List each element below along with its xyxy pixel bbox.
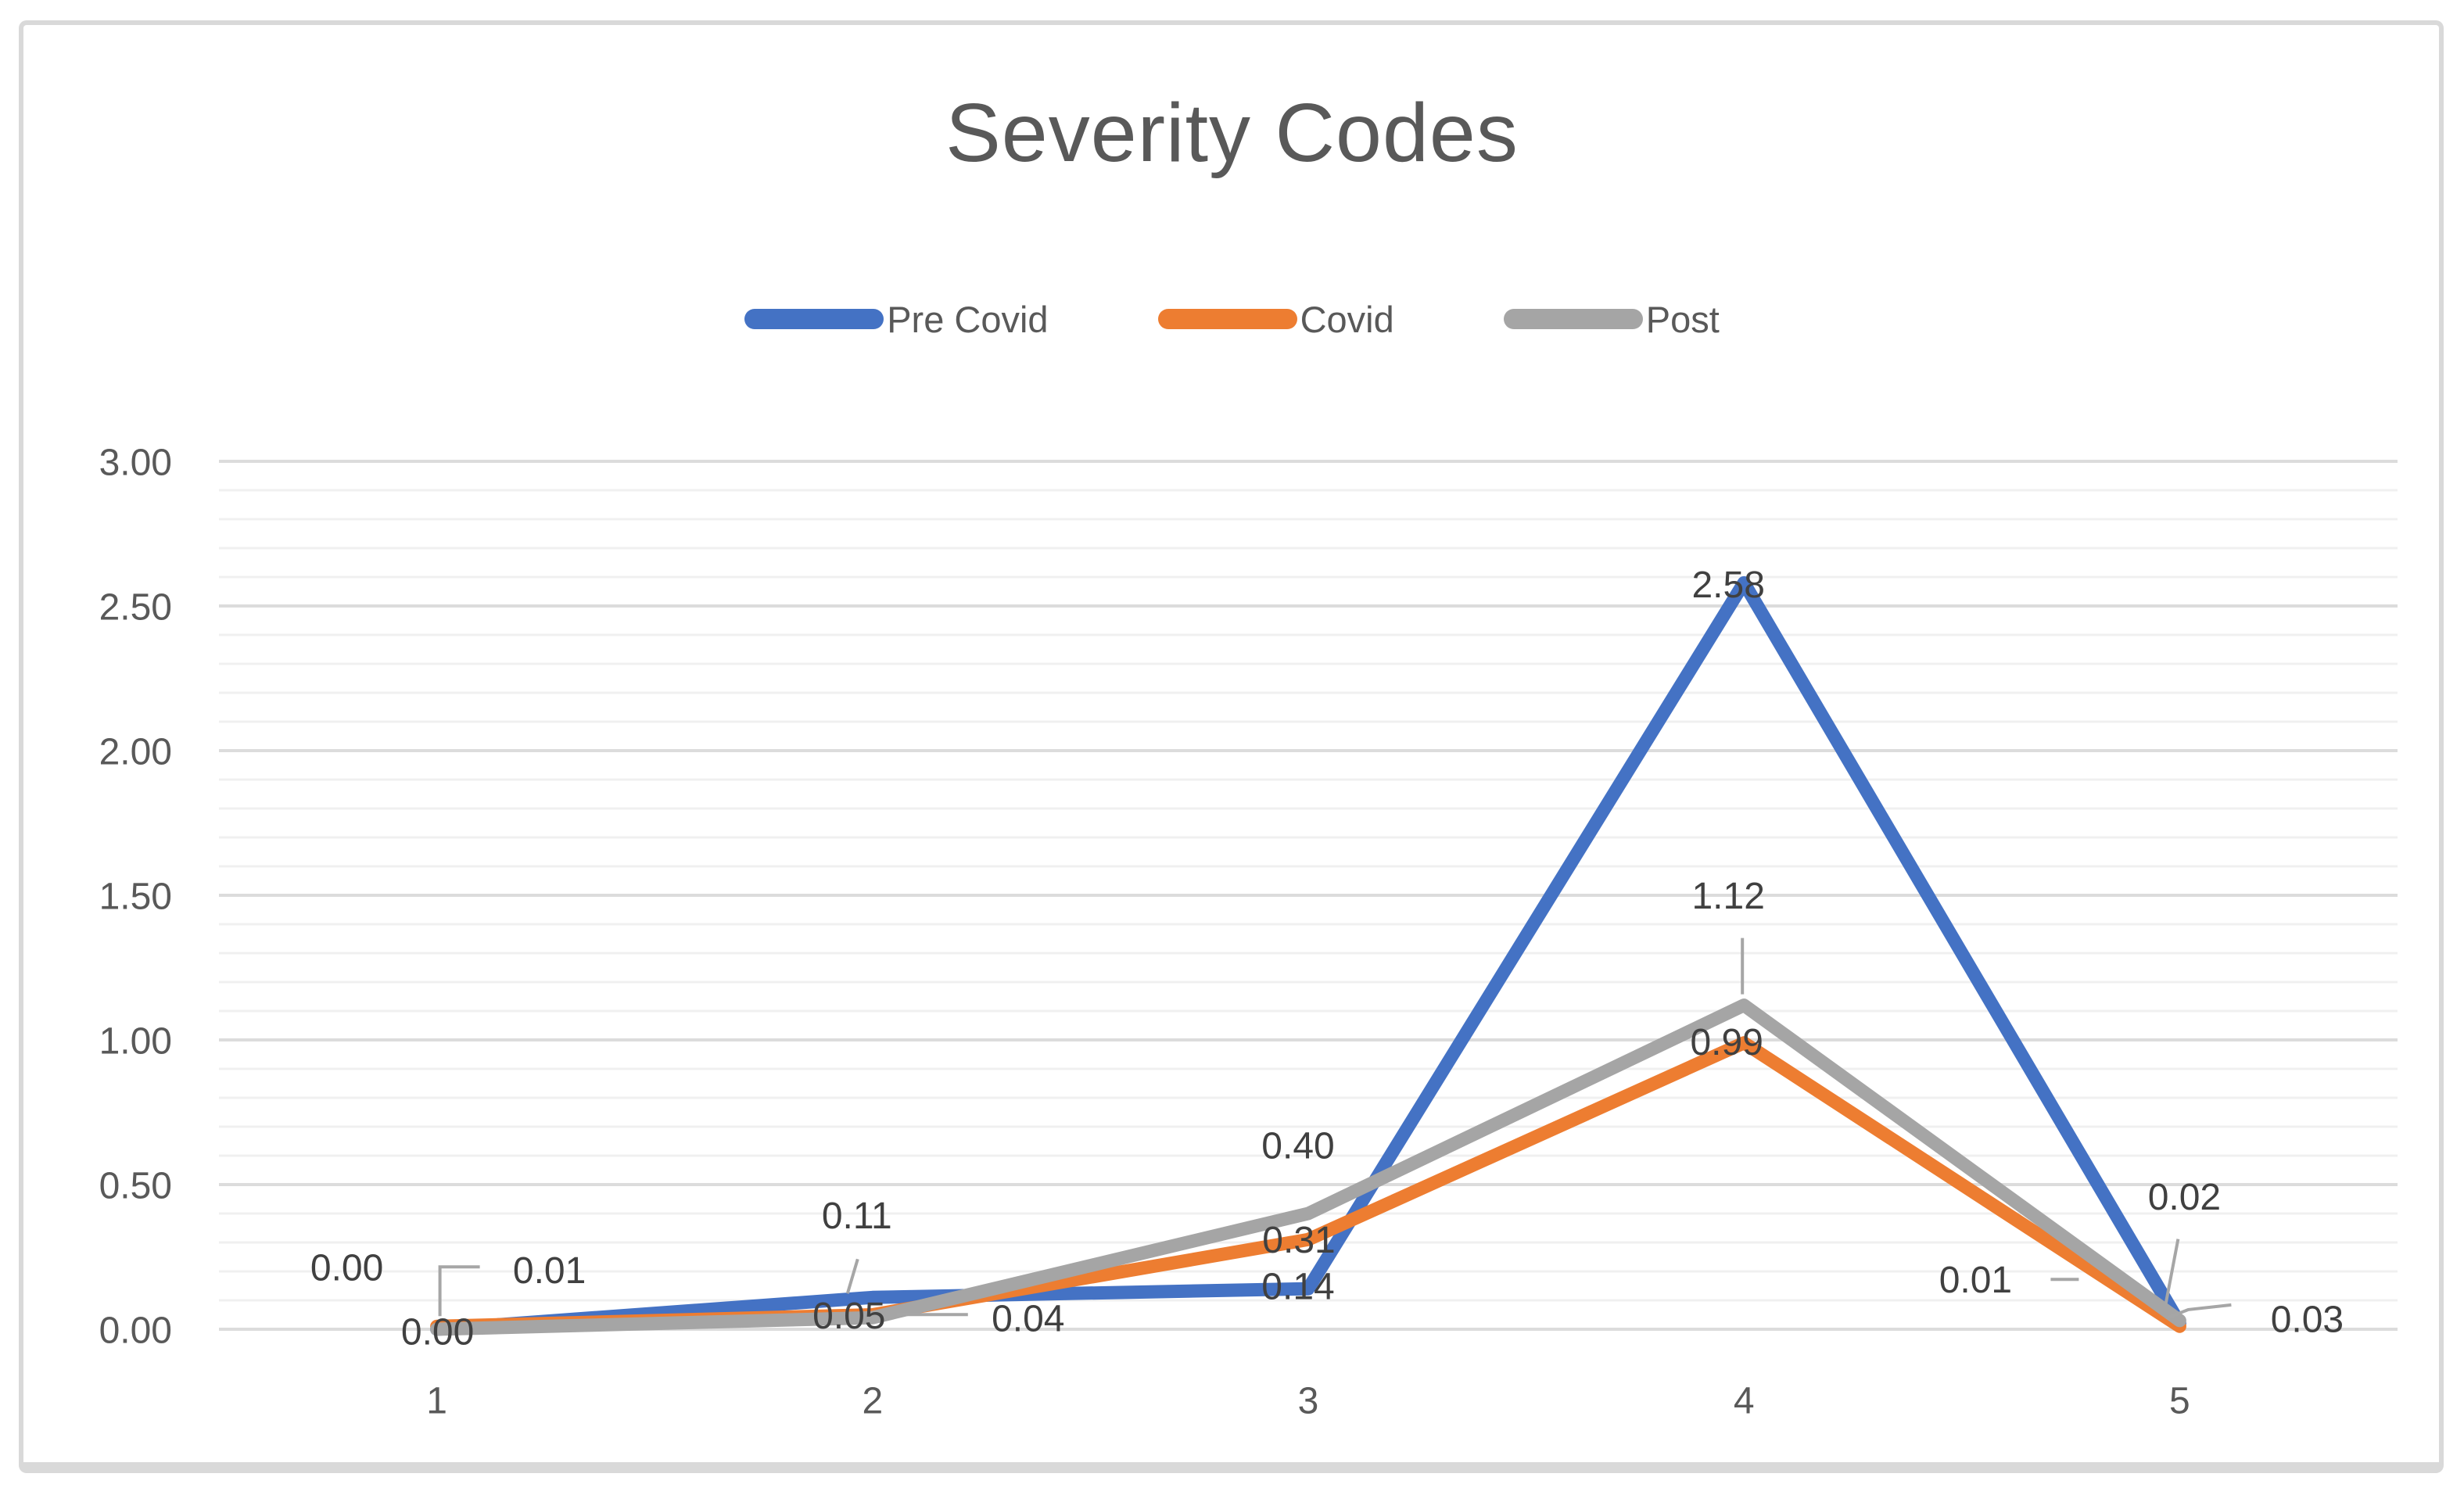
data-label: 0.05 bbox=[812, 1296, 885, 1337]
legend-swatch-covid bbox=[1157, 309, 1297, 329]
legend-label-post: Post bbox=[1645, 298, 1720, 340]
chart-title: Severity Codes bbox=[945, 87, 1519, 179]
x-tick-label: 1 bbox=[426, 1381, 447, 1422]
series-line-post[interactable] bbox=[430, 998, 2186, 1336]
data-label-leader-lines bbox=[438, 938, 2232, 1319]
data-label-leader bbox=[2164, 1239, 2180, 1305]
x-axis-tick-labels: 1 2 3 4 5 bbox=[426, 1381, 2190, 1422]
y-axis-tick-labels: 0.00 0.50 1.00 1.50 2.00 2.50 3.00 bbox=[99, 443, 172, 1352]
data-label: 0.04 bbox=[992, 1299, 1064, 1340]
data-label: 0.03 bbox=[2271, 1299, 2344, 1340]
data-label: 0.01 bbox=[1939, 1260, 2012, 1301]
data-label: 0.00 bbox=[310, 1248, 383, 1289]
series-line-pre-covid[interactable] bbox=[430, 575, 2186, 1336]
data-label: 0.11 bbox=[822, 1196, 892, 1237]
legend-swatch-post bbox=[1503, 309, 1643, 329]
x-tick-label: 2 bbox=[862, 1381, 883, 1422]
data-label: 0.99 bbox=[1690, 1022, 1763, 1063]
data-labels: 0.00 0.11 0.14 2.58 0.02 0.01 0.05 0.31 0.99 0.01… bbox=[310, 565, 2344, 1353]
x-tick-label: 4 bbox=[1734, 1381, 1755, 1422]
series-lines bbox=[430, 575, 2186, 1336]
y-tick-label: 0.50 bbox=[99, 1166, 172, 1207]
legend-item-post[interactable]: Post bbox=[1503, 298, 1720, 340]
data-label-leader bbox=[845, 1258, 859, 1294]
data-label: 0.40 bbox=[1261, 1126, 1334, 1167]
data-label: 0.02 bbox=[2148, 1177, 2221, 1218]
legend-item-covid[interactable]: Covid bbox=[1157, 298, 1394, 340]
data-label-leader bbox=[438, 1265, 480, 1317]
legend-swatch-pre-covid bbox=[744, 309, 884, 329]
y-tick-label: 1.00 bbox=[99, 1021, 172, 1063]
chart-legend: Pre Covid Covid Post bbox=[0, 291, 2464, 347]
data-label: 0.31 bbox=[1262, 1220, 1335, 1261]
legend-item-pre-covid[interactable]: Pre Covid bbox=[744, 298, 1049, 340]
y-tick-label: 1.50 bbox=[99, 877, 172, 918]
y-tick-label: 3.00 bbox=[99, 443, 172, 484]
y-tick-label: 2.00 bbox=[99, 732, 172, 773]
x-tick-label: 3 bbox=[1298, 1381, 1319, 1422]
data-label-leader bbox=[2168, 1303, 2232, 1319]
data-label: 1.12 bbox=[1691, 876, 1764, 917]
data-label: 0.01 bbox=[513, 1250, 586, 1292]
y-tick-label: 2.50 bbox=[99, 587, 172, 629]
gridlines-major bbox=[219, 460, 2398, 1331]
legend-label-covid: Covid bbox=[1300, 298, 1394, 340]
data-label: 0.00 bbox=[401, 1312, 474, 1353]
data-label: 2.58 bbox=[1691, 565, 1764, 606]
x-tick-label: 5 bbox=[2169, 1381, 2190, 1422]
y-tick-label: 0.00 bbox=[99, 1310, 172, 1352]
legend-label-pre-covid: Pre Covid bbox=[887, 298, 1049, 340]
data-label: 0.14 bbox=[1261, 1267, 1334, 1308]
